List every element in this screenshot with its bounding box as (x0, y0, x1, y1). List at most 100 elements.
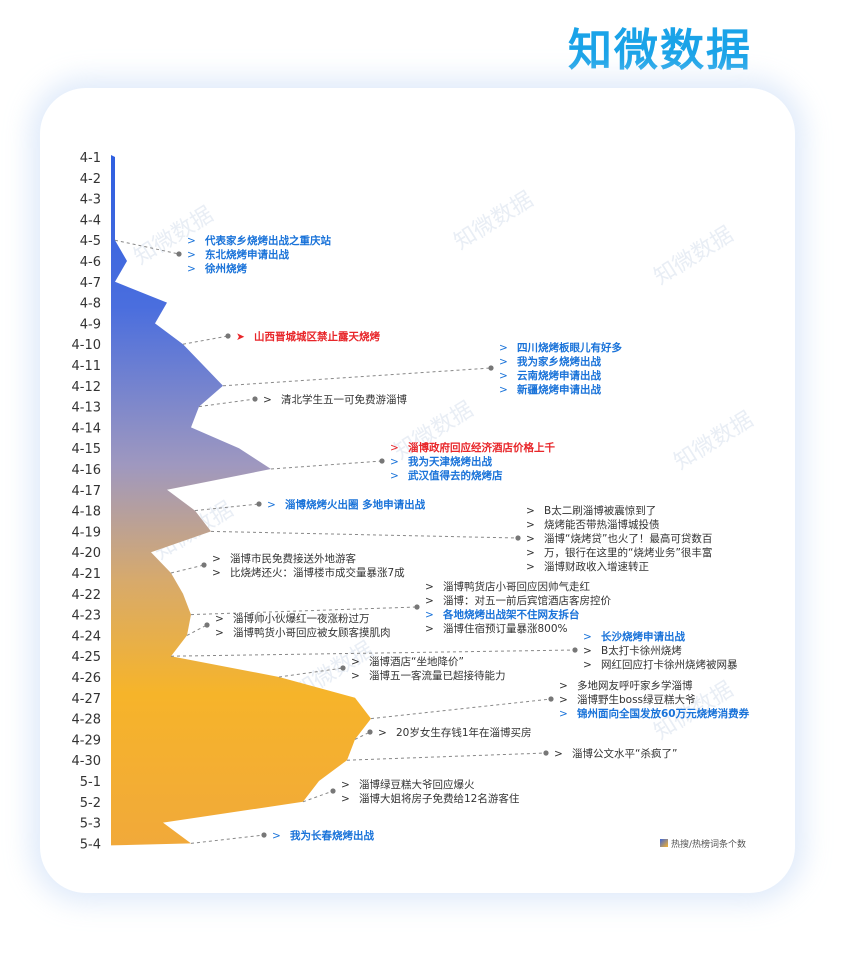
leader-line (302, 790, 334, 803)
annotation-text: 山西晋城城区禁止露天烧烤 (254, 330, 380, 343)
bullet-arrow-icon: > (583, 659, 592, 671)
watermark-text: 知微数据 (390, 397, 478, 465)
bullet-arrow-icon: > (425, 581, 434, 593)
annotation-text: 淄博：对五一前后宾馆酒店客房控价 (443, 594, 611, 607)
date-tick-label: 4-27 (71, 692, 101, 707)
leader-dot (176, 251, 182, 257)
leader-line (370, 698, 552, 720)
annotation-4-24: > 淄博帅小伙爆红一夜涨粉过万 > 淄博鸭货小哥回应被女顾客摸肌肉 (186, 612, 391, 639)
bullet-arrow-icon: > (583, 645, 592, 657)
legend: 热搜/热榜词条个数 (660, 838, 746, 850)
bullet-arrow-icon: > (499, 384, 508, 396)
annotation-text: 我为长春烧烤出战 (290, 829, 374, 842)
leader-line (190, 834, 265, 844)
leader-line (198, 398, 256, 408)
date-tick-label: 4-30 (71, 754, 101, 769)
annotation-text: 我为家乡烧烤出战 (517, 355, 601, 368)
bullet-arrow-icon: > (499, 356, 508, 368)
bullet-arrow-icon: > (425, 609, 434, 621)
annotation-text: 网红回应打卡徐州烧烤被网暴 (601, 658, 738, 671)
annotation-text: 各地烧烤出战架不住网友拆台 (442, 608, 580, 621)
annotation-text: 烧烤能否带热淄博城投债 (544, 518, 660, 531)
annotation-text: 淄博政府回应经济酒店价格上千 (408, 441, 555, 454)
leader-line (222, 367, 492, 387)
annotation-text: 淄博“烧烤贷”也火了！最高可贷数百 (544, 532, 712, 545)
leader-dot (252, 396, 258, 402)
annotation-4-12: > 四川烧烤板眼儿有好多 > 我为家乡烧烤出战 > 云南烧烤申请出战 > 新疆烧烤申请出战 (222, 341, 622, 396)
bullet-arrow-icon: > (425, 595, 434, 607)
bullet-arrow-icon: > (499, 370, 508, 382)
annotation-text: 淄博绿豆糕大爷回应爆火 (359, 778, 475, 791)
bullet-arrow-icon: > (526, 505, 535, 517)
annotation-text: B太打卡徐州烧烤 (601, 644, 682, 657)
leader-line (114, 239, 180, 255)
bullet-arrow-icon: > (425, 623, 434, 635)
annotation-text: 淄博酒店“坐地降价” (369, 655, 464, 668)
leader-dot (367, 729, 373, 735)
bullet-arrow-icon: > (351, 670, 360, 682)
bullet-arrow-icon: > (187, 263, 196, 275)
bullet-arrow-icon: > (341, 793, 350, 805)
leader-line (186, 624, 208, 636)
bullet-arrow-icon: > (526, 547, 535, 559)
leader-line (182, 335, 229, 345)
date-tick-label: 4-29 (71, 733, 101, 748)
annotation-text: 淄博野生boss绿豆糕大爷 (577, 693, 696, 706)
bullet-arrow-icon: > (559, 694, 568, 706)
date-tick-label: 4-13 (71, 401, 101, 416)
date-tick-label: 5-2 (80, 796, 101, 811)
bullet-arrow-icon: > (390, 442, 399, 454)
area-layer (111, 155, 371, 846)
date-tick-label: 4-3 (80, 193, 101, 208)
date-tick-label: 4-4 (80, 213, 101, 228)
annotation-4-29: >20岁女生存钱1年在淄博买房 (354, 726, 532, 740)
bullet-arrow-icon: > (390, 456, 399, 468)
date-tick-label: 4-28 (71, 713, 101, 728)
annotation-text: 淄博鸭货店小哥回应因帅气走红 (443, 580, 590, 593)
date-tick-label: 4-24 (71, 629, 101, 644)
annotation-text: 四川烧烤板眼儿有好多 (517, 341, 622, 354)
annotation-text: 长沙烧烤申请出战 (601, 630, 685, 643)
annotation-text: 东北烧烤申请出战 (205, 248, 289, 261)
date-tick-label: 4-26 (71, 671, 101, 686)
annotation-5-2: > 淄博绿豆糕大爷回应爆火 > 淄博大姐将房子免费给12名游客住 (302, 778, 520, 805)
annotation-4-28: > 多地网友呼吁家乡学淄博 > 淄博野生boss绿豆糕大爷 > 锦州面向全国发放60万元烧… (370, 679, 750, 720)
bullet-arrow-icon: > (526, 561, 535, 573)
date-tick-label: 4-18 (71, 505, 101, 520)
annotation-4-16: > 淄博政府回应经济酒店价格上千 > 我为天津烧烤出战 > 武汉值得去的烧烤店 (270, 441, 555, 482)
bullet-arrow-icon: > (499, 342, 508, 354)
date-tick-label: 5-3 (80, 817, 101, 832)
bullet-arrow-icon: ➤ (236, 331, 245, 343)
leader-line (170, 564, 205, 574)
date-tick-label: 4-20 (71, 546, 101, 561)
bullet-arrow-icon: > (554, 748, 563, 760)
annotation-text: 比烧烤还火：淄博楼市成交量暴涨7成 (230, 566, 405, 579)
gradient-square-icon (660, 839, 668, 847)
date-tick-label: 4-10 (71, 338, 101, 353)
bullet-arrow-icon: > (272, 830, 281, 842)
leader-dot (256, 501, 262, 507)
bullet-arrow-icon: > (559, 680, 568, 692)
date-tick-label: 4-23 (71, 609, 101, 624)
leader-dot (548, 696, 554, 702)
annotation-text: 多地网友呼吁家乡学淄博 (577, 679, 693, 692)
trend-area-series (111, 155, 371, 846)
leader-line (190, 606, 418, 616)
leader-dot (340, 665, 346, 671)
annotation-4-30: > 淄博公文水平“杀疯了” (346, 747, 677, 761)
annotation-text: 淄博公文水平“杀疯了” (572, 747, 677, 760)
annotation-text: 云南烧烤申请出战 (517, 369, 601, 382)
annotation-4-26: > 淄博酒店“坐地降价” > 淄博五一客流量已超接待能力 (278, 655, 506, 682)
date-tick-label: 4-7 (80, 276, 101, 291)
annotation-4-25: > 长沙烧烤申请出战 > B太打卡徐州烧烤 > 网红回应打卡徐州烧烤被网暴 (170, 630, 738, 671)
annotation-4-21: > 淄博市民免费接送外地游客 > 比烧烤还火：淄博楼市成交量暴涨7成 (170, 552, 405, 579)
annotation-4-10: ➤ 山西晋城城区禁止露天烧烤 (182, 330, 380, 345)
annotation-text: 武汉值得去的烧烤店 (408, 469, 503, 482)
annotation-4-13: > 清北学生五一可免费游淄博 (198, 393, 407, 408)
leader-line (270, 460, 383, 470)
bullet-arrow-icon: > (526, 519, 535, 531)
date-tick-label: 4-17 (71, 484, 101, 499)
date-tick-label: 4-1 (80, 151, 101, 166)
leader-dot (515, 535, 521, 541)
leader-line (170, 649, 576, 657)
